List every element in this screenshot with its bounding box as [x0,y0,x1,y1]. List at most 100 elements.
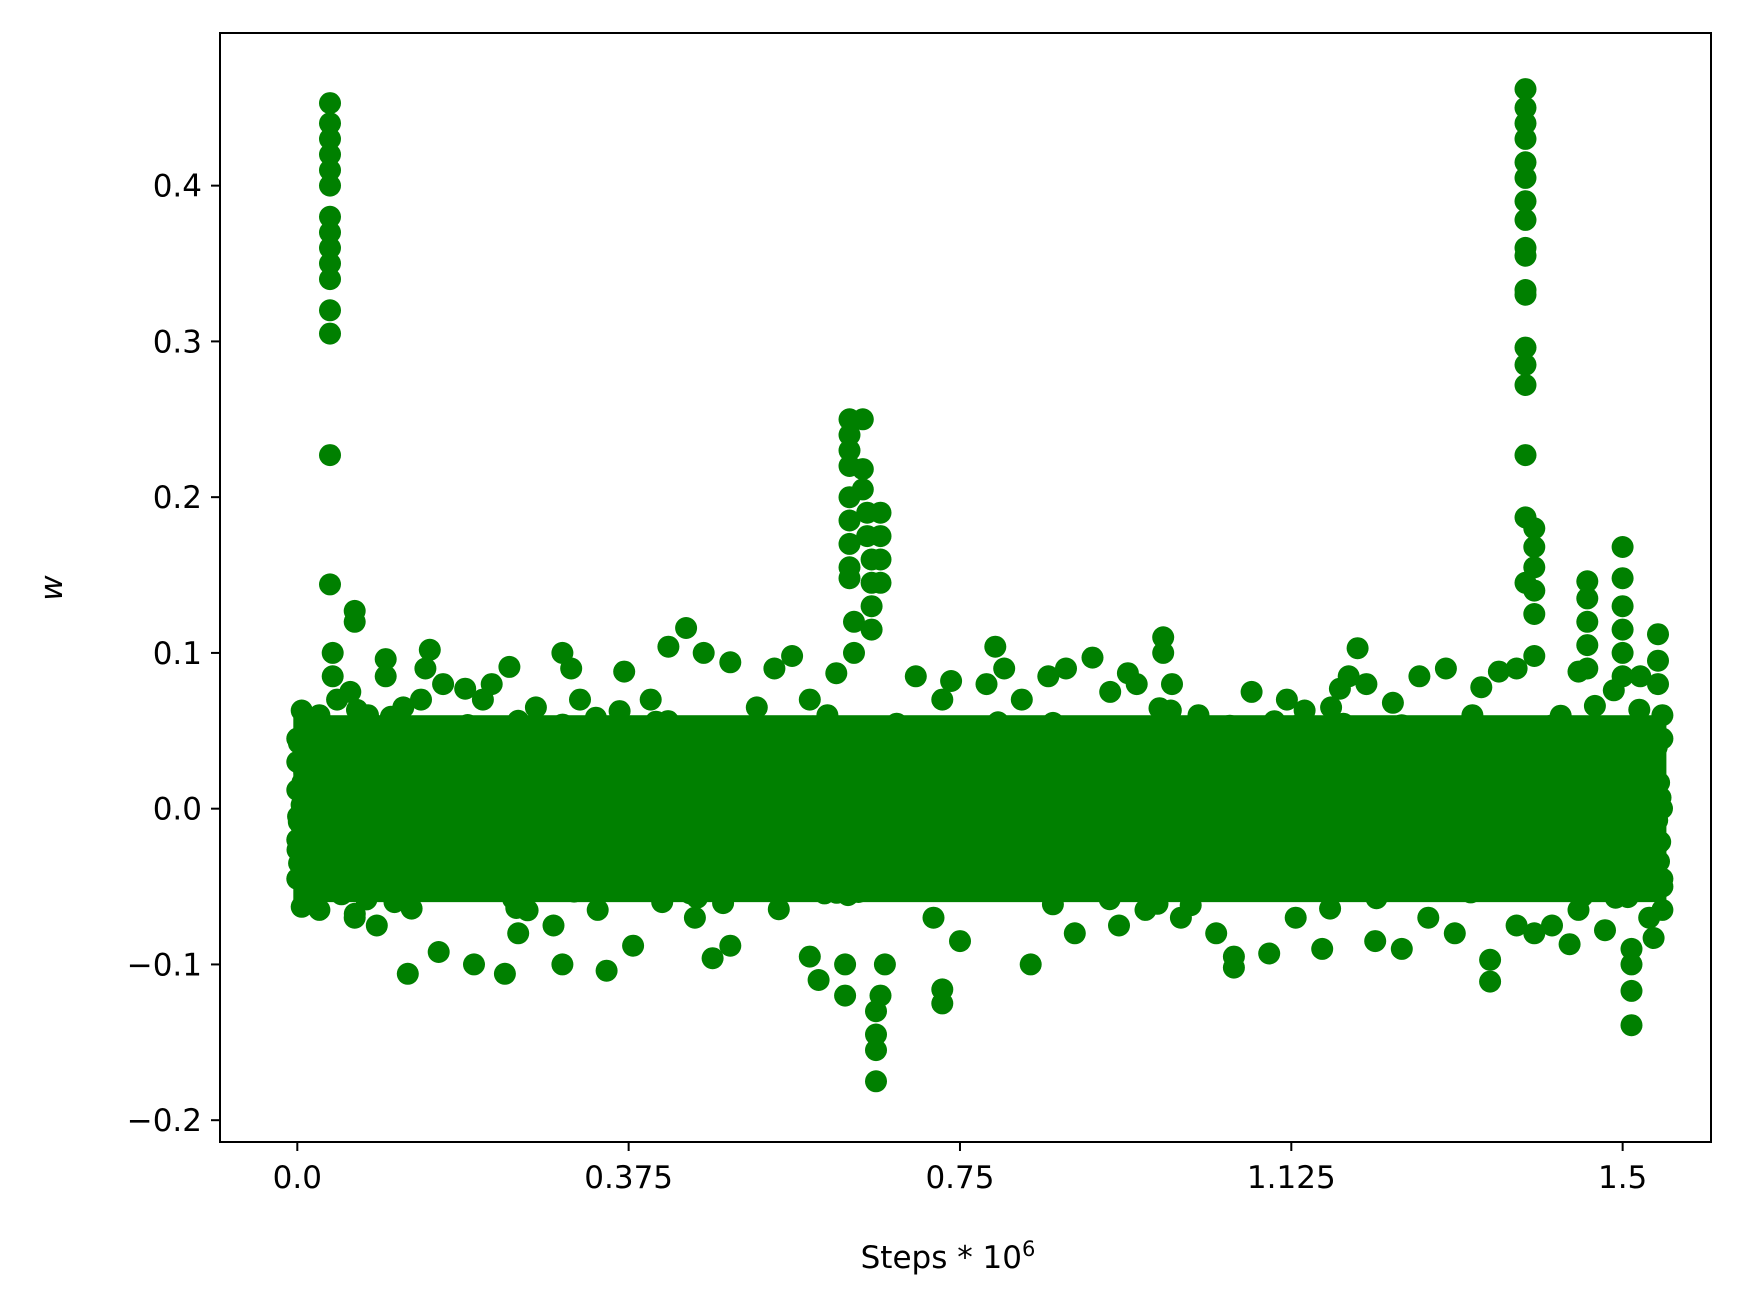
scatter-point [562,789,585,812]
scatter-point [1514,166,1537,189]
scatter-point [1631,785,1654,808]
scatter-point [1497,729,1520,752]
scatter-point [1059,862,1082,885]
scatter-point [535,786,558,809]
scatter-point [1152,641,1175,664]
scatter-point [343,906,366,929]
scatter-point [645,710,667,733]
scatter-point [949,930,971,953]
scatter-point [719,651,742,674]
scatter-point [290,699,313,722]
scatter-point [1104,736,1127,759]
scatter-point [735,827,758,850]
scatter-point [1611,641,1634,664]
scatter-point [1218,842,1241,865]
scatter-point [1176,795,1199,818]
scatter-point [798,945,821,968]
scatter-point [319,761,342,784]
scatter-point [1063,922,1086,945]
scatter-point [1441,791,1464,814]
scatter-point [319,221,341,244]
scatter-point [1529,856,1552,879]
scatter-point [689,780,712,803]
scatter-point [780,781,803,804]
scatter-point [1536,724,1559,747]
scatter-point [1023,794,1045,816]
scatter-point [655,789,678,812]
scatter-point [1205,922,1228,945]
scatter-point [343,610,366,633]
scatter-point [767,898,790,921]
scatter-point [1509,878,1532,901]
scatter-point [453,801,476,824]
scatter-point [860,595,883,618]
scatter-point [319,818,342,841]
scatter-point [1512,817,1535,840]
scatter-point [718,824,741,847]
scatter-point [978,783,1001,806]
scatter-point [1227,779,1250,802]
scatter-point [466,780,489,803]
scatter-point [669,727,692,750]
scatter-point [1012,776,1035,799]
scatter-point [993,747,1016,770]
scatter-point [1523,517,1546,540]
scatter-point [1258,942,1281,965]
scatter-point [400,897,423,920]
y-axis-label: w [34,575,70,601]
scatter-point [1346,832,1369,855]
scatter-point [415,866,437,889]
scatter-point [1408,665,1431,688]
scatter-point [811,785,834,808]
scatter-point [507,709,530,732]
scatter-point [1524,787,1547,810]
scatter-point [373,765,396,787]
scatter-point [299,875,322,898]
scatter-point [1358,783,1381,806]
scatter-point [1487,660,1510,683]
scatter-point [1240,680,1263,703]
scatter-point [1646,809,1669,832]
scatter-point [865,1023,887,1046]
scatter-point [1523,645,1546,667]
scatter-point [319,174,341,197]
scatter-point [838,766,861,789]
scatter-point [1628,698,1651,721]
scatter-point [1361,735,1384,758]
scatter-point [869,571,892,594]
scatter-point [477,752,500,775]
scatter-point [1485,751,1507,774]
scatter-point [1060,729,1083,752]
scatter-point [436,875,459,898]
scatter-point [1514,208,1537,231]
scatter-point [838,439,861,462]
scatter-point [1006,854,1029,877]
scatter-point [1417,755,1440,778]
scatter-point [1479,970,1502,993]
scatter-point [1081,825,1104,848]
scatter-point [1019,953,1042,976]
scatter-point [683,906,706,929]
scatter-point [351,767,374,790]
scatter-point [1417,906,1440,929]
scatter-point [614,775,637,798]
scatter-point [701,947,724,970]
scatter-point [1363,814,1386,837]
scatter-point [286,750,309,773]
scatter-point [790,823,813,846]
scatter-point [1636,754,1659,777]
scatter-point [339,680,362,703]
scatter-point [1130,729,1153,752]
scatter-point [838,509,861,532]
scatter-point [772,720,795,743]
scatter-point [904,665,927,688]
scatter-point [1222,956,1245,979]
scatter-point [902,838,925,861]
scatter-point [530,749,552,771]
scatter-point [1514,444,1537,467]
y-tick-label: 0.2 [153,480,202,516]
scatter-point [357,704,379,727]
scatter-point [1334,852,1357,875]
x-tick-label: 0.0 [273,1160,322,1196]
scatter-point [1010,688,1033,711]
